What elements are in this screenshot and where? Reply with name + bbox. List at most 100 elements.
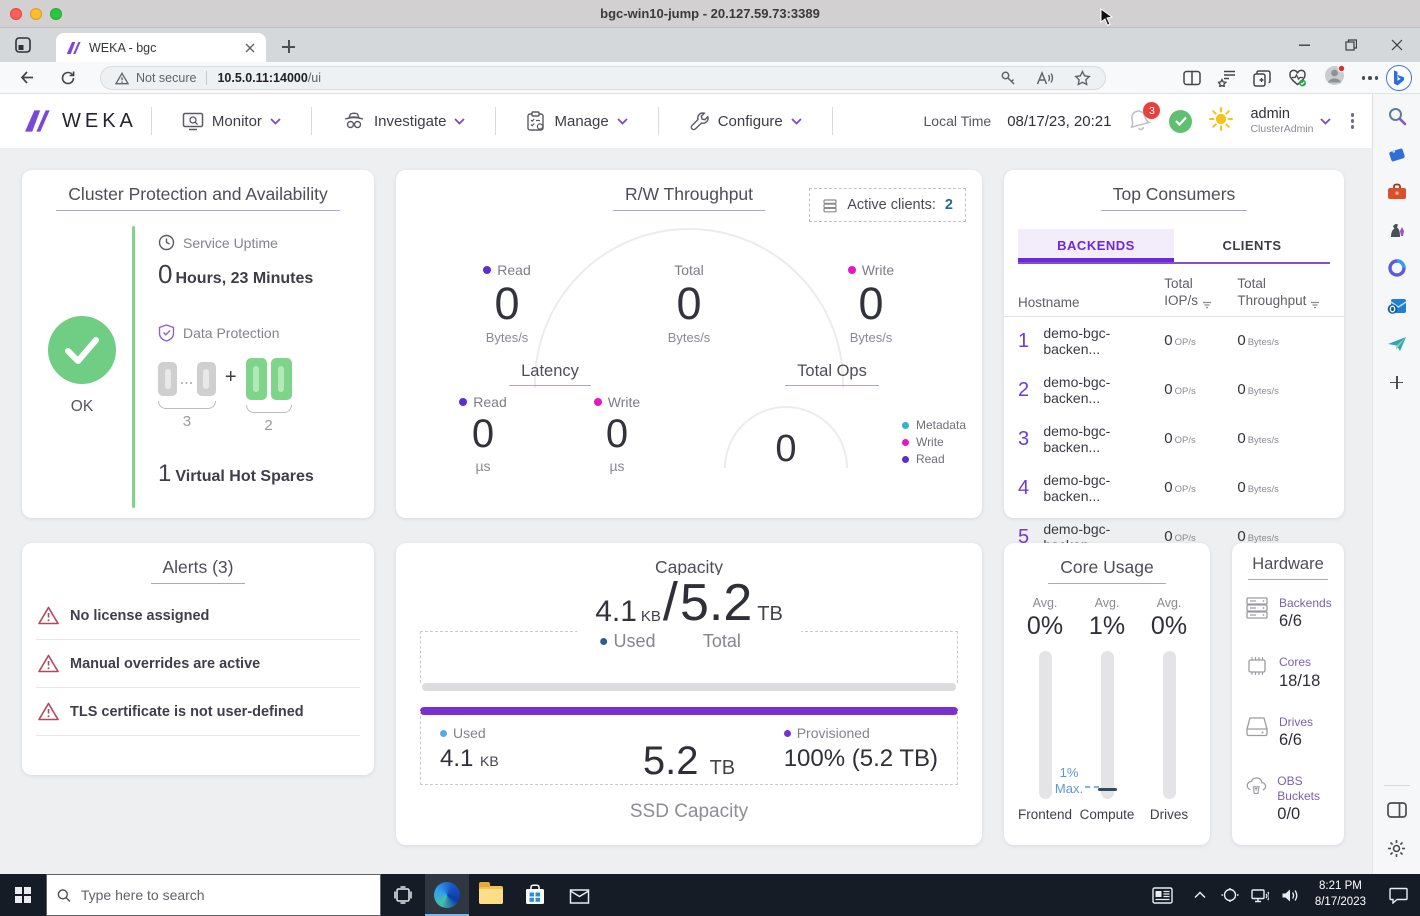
sort-icon[interactable] <box>1310 300 1320 310</box>
taskbar-mail-icon[interactable] <box>557 874 601 916</box>
browser-restore-button[interactable] <box>1328 28 1374 62</box>
total-throughput-value: 0 <box>676 278 702 329</box>
taskbar-time: 8:21 PM <box>1319 880 1362 893</box>
favorite-star-icon[interactable] <box>1074 70 1091 86</box>
taskbar-search-input[interactable] <box>80 887 370 903</box>
copilot-bing-icon[interactable] <box>1386 65 1412 91</box>
theme-sun-icon[interactable] <box>1208 106 1234 137</box>
active-clients-label: Active clients: <box>847 197 936 213</box>
menu-investigate[interactable]: Investigate <box>326 94 482 148</box>
tray-rdp-icon[interactable] <box>1215 887 1245 903</box>
tab-close-icon[interactable] <box>242 40 258 56</box>
provisioned-dot <box>783 729 791 737</box>
alert-item[interactable]: TLS certificate is not user-defined <box>36 688 360 736</box>
throughput-card-title: R/W Throughput <box>612 184 766 211</box>
cluster-health-check-icon[interactable] <box>1169 109 1193 133</box>
local-time-label: Local Time <box>923 113 992 129</box>
start-button[interactable] <box>0 874 46 916</box>
taskbar-file-explorer-icon[interactable] <box>469 874 513 916</box>
taskbar-clock[interactable]: 8:21 PM 8/17/2023 <box>1305 879 1376 910</box>
consumer-row[interactable]: 2 demo-bgc-backen... 0 OP/s 0 Bytes/s <box>1018 374 1279 407</box>
consumer-row[interactable]: 4 demo-bgc-backen... 0 OP/s 0 Bytes/s <box>1018 472 1279 505</box>
sidebar-games-icon[interactable] <box>1385 218 1409 242</box>
sidebar-shopping-icon[interactable] <box>1385 142 1409 166</box>
browser-tab[interactable]: WEKA - bgc <box>56 33 266 62</box>
collections-icon[interactable] <box>1252 69 1271 87</box>
sidebar-m365-icon[interactable] <box>1385 256 1409 280</box>
sidebar-panel-icon[interactable] <box>1385 798 1409 822</box>
password-key-icon[interactable] <box>1000 70 1016 86</box>
configure-wrench-icon <box>690 111 709 130</box>
sidebar-add-icon[interactable] <box>1385 370 1409 394</box>
browser-close-button[interactable] <box>1374 28 1420 62</box>
weka-logo[interactable]: WEKA <box>22 109 137 133</box>
compute-usage-bar <box>1084 651 1117 799</box>
minimize-window-button[interactable] <box>30 8 42 20</box>
menu-manage[interactable]: Manage <box>510 94 643 148</box>
menu-monitor[interactable]: Monitor <box>166 94 297 148</box>
taskbar-search[interactable] <box>46 874 381 916</box>
core-compute-stat: Avg. 1% Compute <box>1077 596 1137 822</box>
consumer-row[interactable]: 1 demo-bgc-backen... 0 OP/s 0 Bytes/s <box>1018 325 1279 358</box>
new-tab-button[interactable] <box>280 38 298 56</box>
tab-actions-menu-icon[interactable] <box>14 36 32 54</box>
alert-warning-icon <box>38 606 59 625</box>
taskbar-edge-icon[interactable] <box>425 874 469 916</box>
tray-chevron-up-icon[interactable] <box>1185 891 1215 899</box>
security-label[interactable]: Not secure <box>136 71 197 85</box>
sidebar-outlook-icon[interactable] <box>1385 294 1409 318</box>
sidebar-tools-icon[interactable] <box>1385 180 1409 204</box>
sidebar-search-icon[interactable] <box>1385 104 1409 128</box>
chevron-down-icon <box>617 117 628 125</box>
consumer-row[interactable]: 3 demo-bgc-backen... 0 OP/s 0 Bytes/s <box>1018 423 1279 456</box>
zoom-window-button[interactable] <box>50 8 62 20</box>
weka-favicon <box>66 41 81 54</box>
url-host[interactable]: 10.5.0.11:14000 <box>217 71 308 85</box>
hardware-backends[interactable]: Backends 6/6 <box>1244 596 1344 631</box>
alert-item[interactable]: Manual overrides are active <box>36 640 360 688</box>
widgets-news-icon[interactable] <box>1141 886 1185 904</box>
favorites-icon[interactable] <box>1217 70 1236 87</box>
hardware-cores[interactable]: Cores 18/18 <box>1244 655 1344 690</box>
sidebar-drop-icon[interactable] <box>1385 332 1409 356</box>
refresh-icon[interactable] <box>54 64 82 92</box>
read-aloud-icon[interactable] <box>1036 70 1054 86</box>
back-icon[interactable] <box>12 64 40 92</box>
latency-read-value: 0 <box>471 412 495 456</box>
split-screen-icon[interactable] <box>1182 70 1201 86</box>
browser-essentials-icon[interactable] <box>1288 69 1307 87</box>
notifications-bell-icon[interactable]: 3 <box>1127 102 1161 134</box>
tab-clients[interactable]: CLIENTS <box>1222 238 1282 253</box>
latency-title: Latency <box>509 362 591 386</box>
close-window-button[interactable] <box>10 8 22 20</box>
user-menu[interactable]: admin ClusterAdmin <box>1250 106 1331 135</box>
browser-minimize-button[interactable] <box>1282 28 1328 62</box>
sidebar-settings-gear-icon[interactable] <box>1385 836 1409 860</box>
sort-icon[interactable] <box>1202 300 1212 310</box>
more-options-kebab-icon[interactable] <box>1347 109 1359 133</box>
cores-count: 18/18 <box>1279 671 1321 690</box>
taskbar-store-icon[interactable] <box>513 874 557 916</box>
data-block <box>158 362 177 396</box>
tray-network-icon[interactable] <box>1245 888 1275 903</box>
tab-backends[interactable]: BACKENDS <box>1018 229 1174 262</box>
compute-max-marker <box>1097 787 1117 791</box>
address-bar[interactable]: Not secure 10.5.0.11:14000/ui <box>100 66 1106 90</box>
active-clients-badge[interactable]: Active clients: 2 <box>809 188 966 222</box>
url-path[interactable]: /ui <box>307 71 322 85</box>
core-frontend-stat: Avg. 0% Frontend <box>1015 596 1075 822</box>
read-throughput-stat: Read 0 Bytes/s <box>432 262 582 345</box>
tab-title: WEKA - bgc <box>89 40 157 55</box>
menu-configure[interactable]: Configure <box>673 94 818 148</box>
hardware-obs-buckets[interactable]: OBS Buckets 0/0 <box>1244 774 1344 824</box>
browser-toolbar: Not secure 10.5.0.11:14000/ui <box>0 62 1420 94</box>
action-center-icon[interactable] <box>1376 887 1420 904</box>
hot-spares-label: Virtual Hot Spares <box>175 468 314 485</box>
browser-menu-icon[interactable] <box>1361 76 1378 80</box>
profile-avatar[interactable] <box>1324 64 1345 91</box>
clock-icon <box>158 234 175 251</box>
hardware-drives[interactable]: Drives 6/6 <box>1244 715 1344 750</box>
task-view-icon[interactable] <box>381 874 425 916</box>
alert-item[interactable]: No license assigned <box>36 592 360 640</box>
tray-volume-icon[interactable] <box>1275 888 1305 903</box>
